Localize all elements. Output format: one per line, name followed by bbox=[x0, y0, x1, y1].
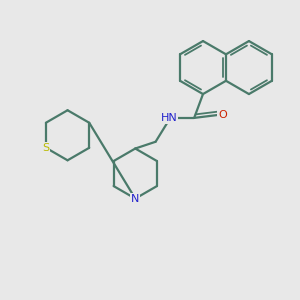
Text: S: S bbox=[42, 143, 50, 153]
Text: N: N bbox=[131, 194, 140, 204]
Text: HN: HN bbox=[160, 113, 177, 123]
Text: O: O bbox=[218, 110, 227, 120]
